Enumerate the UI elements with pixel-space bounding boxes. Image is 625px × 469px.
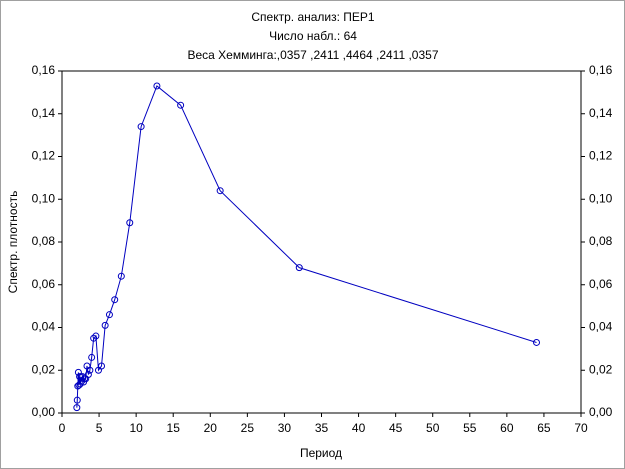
x-tick-label: 25 — [241, 421, 255, 435]
x-tick-label: 5 — [96, 421, 103, 435]
data-point — [126, 219, 134, 227]
x-tick-label: 55 — [463, 421, 477, 435]
y-tick-label: 0,12 — [32, 149, 56, 163]
data-point — [101, 321, 109, 329]
x-tick-label: 65 — [537, 421, 551, 435]
data-point — [73, 404, 81, 412]
data-point — [117, 272, 125, 280]
y-tick-label-right: 0,04 — [589, 320, 613, 334]
y-tick-label-right: 0,02 — [589, 362, 613, 376]
y-tick-label: 0,14 — [32, 106, 56, 120]
y-tick-label-right: 0,08 — [589, 234, 613, 248]
y-tick-label: 0,10 — [32, 191, 56, 205]
data-point — [83, 362, 91, 370]
data-point — [75, 381, 83, 389]
annotation: Веса Хемминга:,0357 ,2411 ,4464 ,2411 ,0… — [187, 48, 438, 62]
y-tick-label: 0,00 — [32, 405, 56, 419]
y-tick-label-right: 0,10 — [589, 191, 613, 205]
data-point — [74, 368, 82, 376]
y-tick-label: 0,02 — [32, 362, 56, 376]
data-point — [216, 187, 224, 195]
data-point — [177, 101, 185, 109]
data-point — [94, 366, 102, 374]
x-tick-label: 40 — [352, 421, 366, 435]
y-tick-label-right: 0,12 — [589, 149, 613, 163]
x-axis-label: Период — [300, 446, 342, 460]
y-tick-label-right: 0,06 — [589, 277, 613, 291]
data-point — [73, 396, 81, 404]
x-tick-label: 35 — [315, 421, 329, 435]
x-tick-label: 20 — [204, 421, 218, 435]
chart-title: Спектр. анализ: ПЕР1 — [251, 10, 375, 24]
x-tick-label: 50 — [426, 421, 440, 435]
chart-subtitle: Число набл.: 64 — [269, 29, 357, 43]
data-point — [88, 353, 96, 361]
data-point — [92, 332, 100, 340]
y-tick-label-right: 0,16 — [589, 63, 613, 77]
y-tick-label-right: 0,14 — [589, 106, 613, 120]
x-tick-label: 30 — [278, 421, 292, 435]
x-tick-label: 0 — [59, 421, 66, 435]
data-point — [76, 373, 84, 381]
data-point — [153, 82, 161, 90]
y-tick-label: 0,04 — [32, 320, 56, 334]
x-tick-label: 15 — [167, 421, 181, 435]
data-point — [105, 311, 113, 319]
y-tick-label: 0,06 — [32, 277, 56, 291]
data-point — [295, 264, 303, 272]
x-tick-label: 60 — [500, 421, 514, 435]
y-tick-label-right: 0,00 — [589, 405, 613, 419]
data-point — [90, 334, 98, 342]
y-axis-label: Спектр. плотность — [6, 191, 20, 294]
y-tick-label: 0,08 — [32, 234, 56, 248]
y-tick-label: 0,16 — [32, 63, 56, 77]
x-tick-label: 45 — [389, 421, 403, 435]
data-point — [137, 123, 145, 131]
x-tick-label: 70 — [574, 421, 588, 435]
x-tick-label: 10 — [129, 421, 143, 435]
data-point — [533, 338, 541, 346]
data-point — [111, 296, 119, 304]
data-point — [74, 382, 82, 390]
